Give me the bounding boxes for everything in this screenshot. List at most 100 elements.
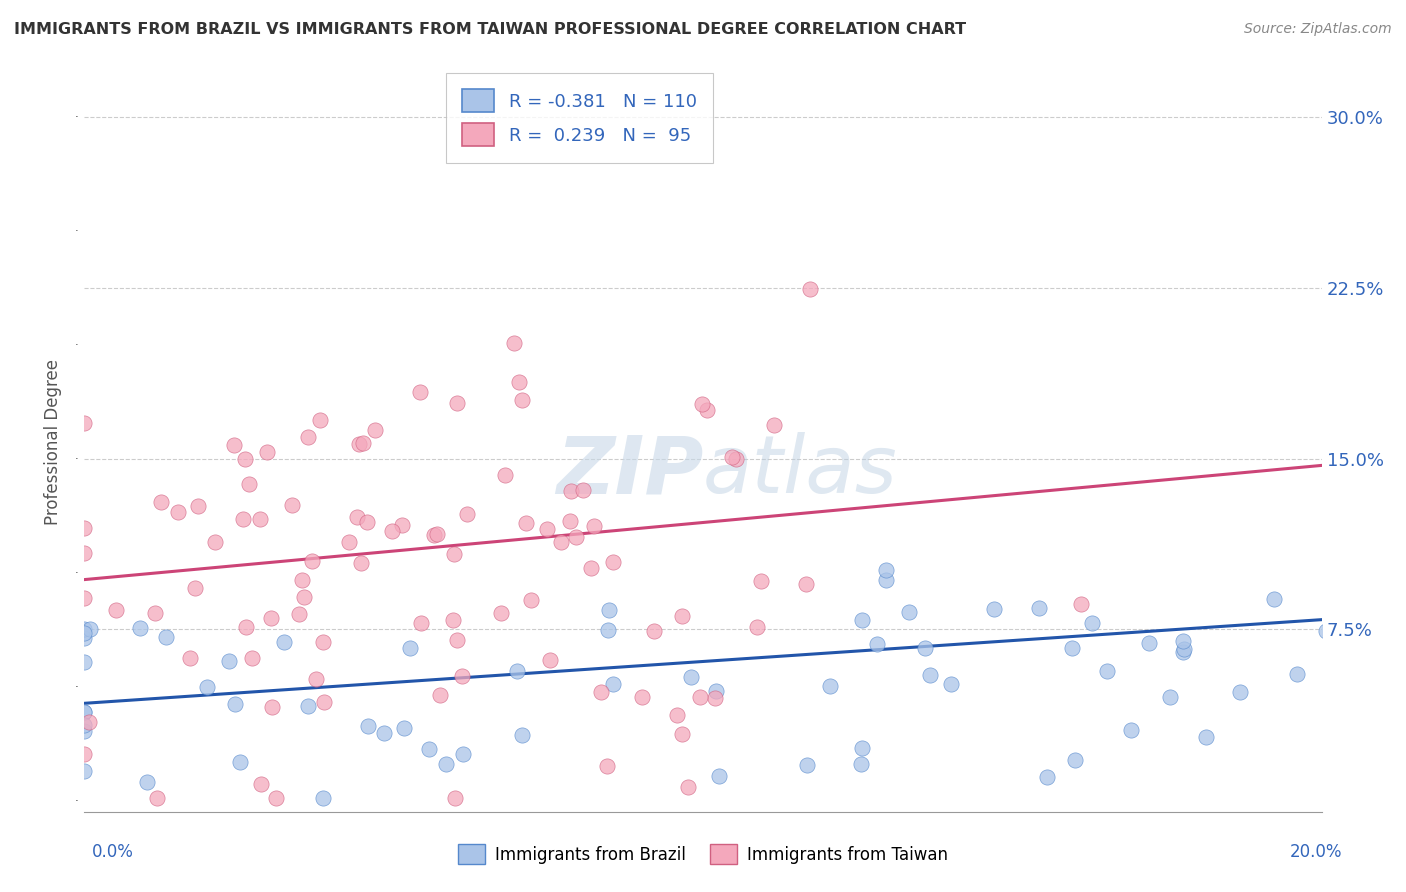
Point <box>273 483 295 497</box>
Point <box>166 673 188 687</box>
Point <box>183 510 205 524</box>
Point <box>225 669 247 683</box>
Point <box>595 686 617 700</box>
Point <box>221 547 243 561</box>
Point <box>242 467 264 482</box>
Point <box>658 640 681 655</box>
Point <box>585 672 607 686</box>
Point <box>319 690 342 705</box>
Point <box>513 645 536 659</box>
Point <box>860 621 883 635</box>
Point <box>118 500 141 514</box>
Point <box>222 396 245 410</box>
Point <box>267 483 290 498</box>
Point <box>513 642 536 657</box>
Point <box>169 791 191 805</box>
Point <box>193 726 215 740</box>
Point <box>98 775 121 789</box>
Point <box>284 555 307 569</box>
Point <box>596 632 619 647</box>
Point <box>361 577 384 591</box>
Text: IMMIGRANTS FROM BRAZIL VS IMMIGRANTS FROM TAIWAN PROFESSIONAL DEGREE CORRELATION: IMMIGRANTS FROM BRAZIL VS IMMIGRANTS FRO… <box>14 22 966 37</box>
Point <box>218 757 240 772</box>
Point <box>1026 656 1049 670</box>
Point <box>160 591 183 605</box>
Point <box>301 624 323 638</box>
Point <box>283 603 305 617</box>
Point <box>131 654 153 668</box>
Point <box>371 679 394 693</box>
Point <box>384 740 406 755</box>
Point <box>322 403 344 417</box>
Point <box>247 393 270 408</box>
Point <box>935 673 957 688</box>
Point <box>179 534 201 549</box>
Point <box>581 657 603 671</box>
Point <box>250 516 273 530</box>
Point <box>86 603 108 617</box>
Point <box>384 756 406 771</box>
Point <box>411 667 433 681</box>
Point <box>297 690 319 705</box>
Point <box>73 718 96 732</box>
Point <box>548 591 571 606</box>
Point <box>738 686 761 700</box>
Point <box>749 699 772 714</box>
Point <box>139 477 162 491</box>
Point <box>349 417 371 432</box>
Point <box>394 562 416 576</box>
Point <box>159 607 181 621</box>
Point <box>391 636 413 650</box>
Point <box>163 430 186 444</box>
Point <box>647 585 669 599</box>
Point <box>1019 533 1042 547</box>
Point <box>472 597 495 611</box>
Point <box>636 732 658 747</box>
Text: atlas: atlas <box>703 432 898 510</box>
Y-axis label: Professional Degree: Professional Degree <box>45 359 62 524</box>
Point <box>221 791 243 805</box>
Point <box>513 634 536 648</box>
Point <box>101 606 124 620</box>
Point <box>134 438 156 452</box>
Point <box>187 719 209 733</box>
Point <box>508 690 530 704</box>
Point <box>226 507 249 521</box>
Point <box>187 516 209 530</box>
Point <box>141 651 163 665</box>
Point <box>1042 599 1064 614</box>
Point <box>315 780 337 794</box>
Point <box>118 582 141 596</box>
Point <box>492 723 515 738</box>
Text: 0.0%: 0.0% <box>91 843 134 861</box>
Point <box>146 444 169 458</box>
Point <box>148 611 170 625</box>
Point <box>363 282 385 296</box>
Point <box>591 635 613 649</box>
Point <box>73 631 96 645</box>
Point <box>201 518 224 533</box>
Point <box>184 556 207 570</box>
Point <box>184 436 207 450</box>
Point <box>458 770 481 784</box>
Legend: Immigrants from Brazil, Immigrants from Taiwan: Immigrants from Brazil, Immigrants from … <box>451 838 955 871</box>
Point <box>259 522 281 536</box>
Legend: R = -0.381   N = 110, R =  0.239   N =  95: R = -0.381 N = 110, R = 0.239 N = 95 <box>446 73 713 162</box>
Point <box>169 635 191 649</box>
Point <box>122 680 145 694</box>
Point <box>1166 643 1188 657</box>
Point <box>283 759 305 773</box>
Point <box>283 623 305 637</box>
Point <box>136 511 159 525</box>
Point <box>820 698 842 713</box>
Point <box>143 777 166 791</box>
Point <box>730 653 752 667</box>
Point <box>409 641 432 656</box>
Point <box>482 664 505 678</box>
Point <box>284 677 307 691</box>
Point <box>342 620 364 634</box>
Point <box>73 546 96 560</box>
Point <box>333 451 356 466</box>
Point <box>316 670 339 684</box>
Point <box>73 622 96 636</box>
